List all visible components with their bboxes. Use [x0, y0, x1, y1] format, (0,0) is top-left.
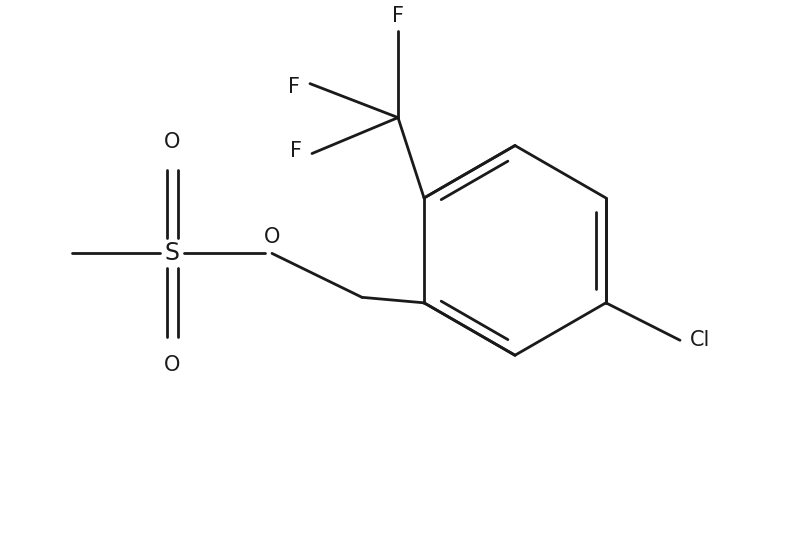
Text: O: O: [264, 227, 280, 247]
Text: F: F: [290, 141, 302, 160]
Text: O: O: [164, 355, 180, 375]
Text: S: S: [165, 241, 179, 265]
Text: O: O: [164, 132, 180, 151]
Text: Cl: Cl: [690, 330, 710, 350]
Text: F: F: [288, 77, 300, 97]
Text: F: F: [392, 6, 404, 26]
